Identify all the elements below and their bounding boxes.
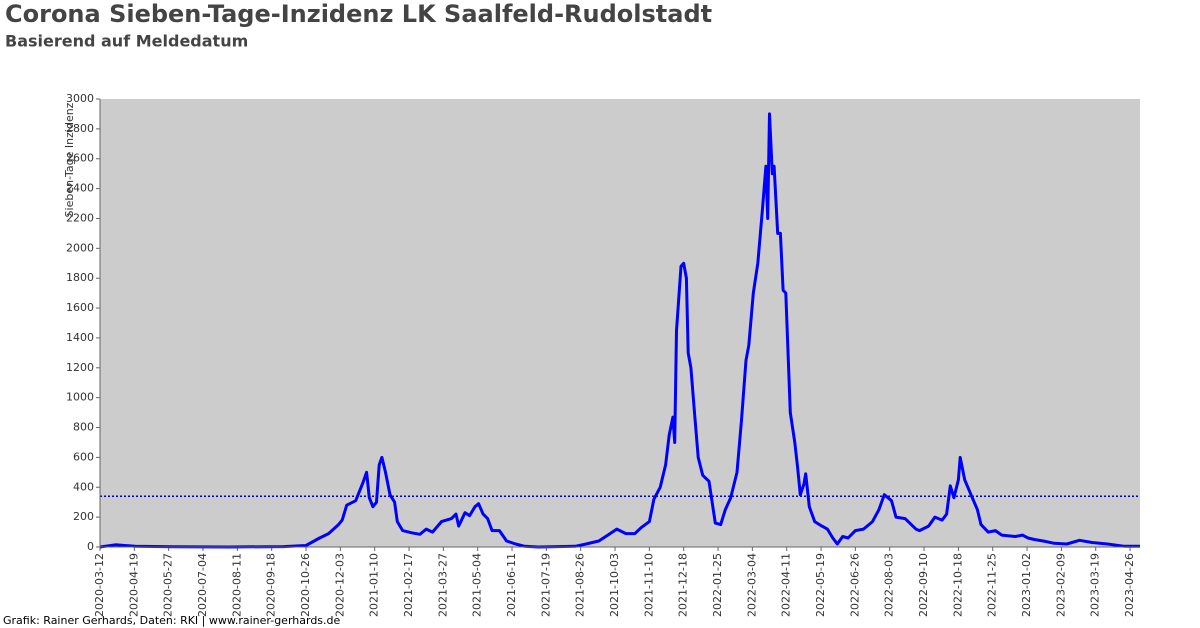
y-tick-label: 2800 [66,122,94,135]
y-tick-label: 1600 [66,301,94,314]
x-tick-label: 2022-05-19 [814,553,827,617]
x-tick-label: 2020-07-04 [196,553,209,617]
x-tick-label: 2022-03-04 [745,553,758,617]
x-tick-label: 2020-10-26 [299,553,312,617]
footer: Grafik: Rainer Gerhards, Daten: RKI | ww… [3,614,341,627]
x-tick-label: 2021-06-11 [505,553,518,617]
chart-title: Corona Sieben-Tage-Inzidenz LK Saalfeld-… [5,0,712,28]
x-tick-label: 2021-08-26 [574,553,587,617]
y-tick-label: 200 [73,510,94,523]
x-tick-label: 2022-01-25 [711,553,724,617]
x-tick-label: 2021-10-03 [608,553,621,617]
x-tick-label: 2021-05-04 [471,553,484,617]
y-tick-label: 400 [73,480,94,493]
x-tick-label: 2020-12-03 [333,553,346,617]
x-tick-label: 2022-11-25 [986,553,999,617]
y-tick-label: 2600 [66,152,94,165]
y-tick-label: 2400 [66,182,94,195]
x-tick-label: 2020-03-12 [93,553,106,617]
y-tick-label: 0 [87,540,94,553]
y-tick-label: 2000 [66,241,94,254]
x-tick-label: 2021-01-10 [368,553,381,617]
x-tick-label: 2020-04-19 [127,553,140,617]
x-tick-label: 2020-09-18 [265,553,278,617]
y-tick-label: 1400 [66,331,94,344]
y-tick-label: 1200 [66,361,94,374]
x-tick-label: 2023-03-19 [1089,553,1102,617]
x-tick-label: 2021-07-19 [539,553,552,617]
plot-area [100,99,1140,547]
x-tick-label: 2021-03-27 [436,553,449,617]
x-tick-label: 2021-02-17 [402,553,415,617]
x-tick-label: 2022-06-26 [848,553,861,617]
y-tick-label: 3000 [66,92,94,105]
y-tick-label: 1000 [66,391,94,404]
y-tick-label: 1800 [66,271,94,284]
x-tick-label: 2022-04-11 [780,553,793,617]
x-tick-label: 2020-08-11 [230,553,243,617]
x-tick-label: 2023-01-02 [1020,553,1033,617]
x-tick-label: 2022-10-18 [951,553,964,617]
y-tick-label: 800 [73,421,94,434]
x-tick-label: 2022-08-03 [883,553,896,617]
x-tick-label: 2022-09-10 [917,553,930,617]
y-tick-label: 2200 [66,211,94,224]
x-tick-label: 2020-05-27 [162,553,175,617]
x-tick-label: 2023-04-26 [1123,553,1136,617]
x-tick-label: 2023-02-09 [1054,553,1067,617]
y-axis-label: Sieben-Tage Inzidenz [63,102,76,217]
y-tick-label: 600 [73,450,94,463]
x-tick-label: 2021-11-10 [642,553,655,617]
x-tick-label: 2021-12-18 [677,553,690,617]
chart-subtitle: Basierend auf Meldedatum [5,32,248,51]
data-line [99,112,1140,549]
